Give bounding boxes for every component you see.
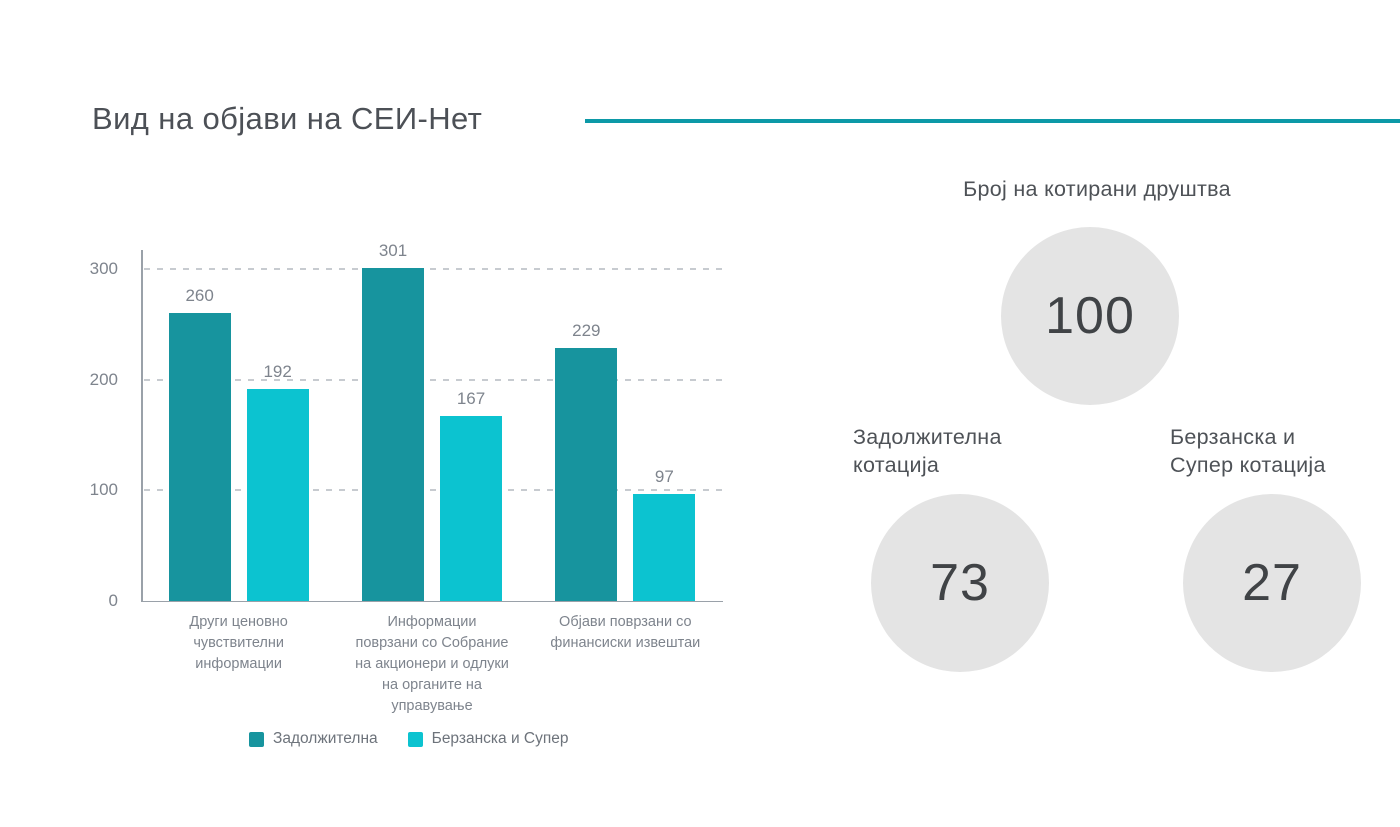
gridline xyxy=(144,268,722,270)
x-category-label: Други ценовно чувствителни информации xyxy=(189,614,288,672)
mandatory-listing-value: 73 xyxy=(930,554,990,612)
legend-label: Берзанска и Супер xyxy=(431,730,569,747)
exchange-super-listing-label: Берзанска и Супер котација xyxy=(1170,425,1326,477)
y-tick-label: 300 xyxy=(89,259,118,278)
y-axis-line xyxy=(141,250,143,601)
mandatory-listing-circle: 73 xyxy=(871,494,1049,672)
bar-series1-group3 xyxy=(555,347,618,601)
mandatory-listing-label: Задолжителна котација xyxy=(853,425,1002,477)
y-tick-label: 100 xyxy=(89,480,118,500)
total-companies-circle: 100 xyxy=(1001,227,1179,405)
bar-value-series1-group2: 301 xyxy=(378,240,408,260)
x-axis-line xyxy=(141,600,723,602)
bar-series2-group3 xyxy=(633,493,696,601)
bar-series2-group1 xyxy=(246,388,309,601)
x-category-label: Информации поврзани со Собрание на акцио… xyxy=(355,614,509,714)
bar-series2-group2 xyxy=(440,416,502,601)
x-category-label: Објави поврзани со финансиски извештаи xyxy=(550,614,701,651)
bar-value-series2-group3: 97 xyxy=(654,466,674,486)
legend-swatch xyxy=(407,731,423,747)
bar-value-series2-group2: 167 xyxy=(456,389,486,409)
panel-heading: Број на котирани друштва xyxy=(963,177,1231,201)
bar-value-series1-group3: 229 xyxy=(572,320,601,340)
exchange-super-listing-value: 27 xyxy=(1242,554,1302,612)
bar-value-series1-group1: 260 xyxy=(185,286,214,306)
gridline xyxy=(144,489,722,492)
legend-swatch xyxy=(249,731,264,747)
y-tick-label: 200 xyxy=(89,369,118,389)
chart-legend: Задолжителна Берзанска и Супер xyxy=(249,730,569,748)
legend-label: Задолжителна xyxy=(273,730,378,747)
page-title: Вид на објави на СЕИ-Нет xyxy=(92,101,483,136)
bar-series1-group2 xyxy=(362,267,424,601)
gridline xyxy=(144,378,722,381)
legend-item: Задолжителна xyxy=(249,730,378,748)
y-tick-label: 0 xyxy=(108,591,118,610)
exchange-super-listing-circle: 27 xyxy=(1183,494,1361,672)
legend-item: Берзанска и Супер xyxy=(407,730,569,748)
bar-series1-group1 xyxy=(168,313,231,601)
bar-value-series2-group1: 192 xyxy=(263,361,292,381)
total-companies-value: 100 xyxy=(1045,287,1135,345)
title-rule xyxy=(585,119,1400,123)
